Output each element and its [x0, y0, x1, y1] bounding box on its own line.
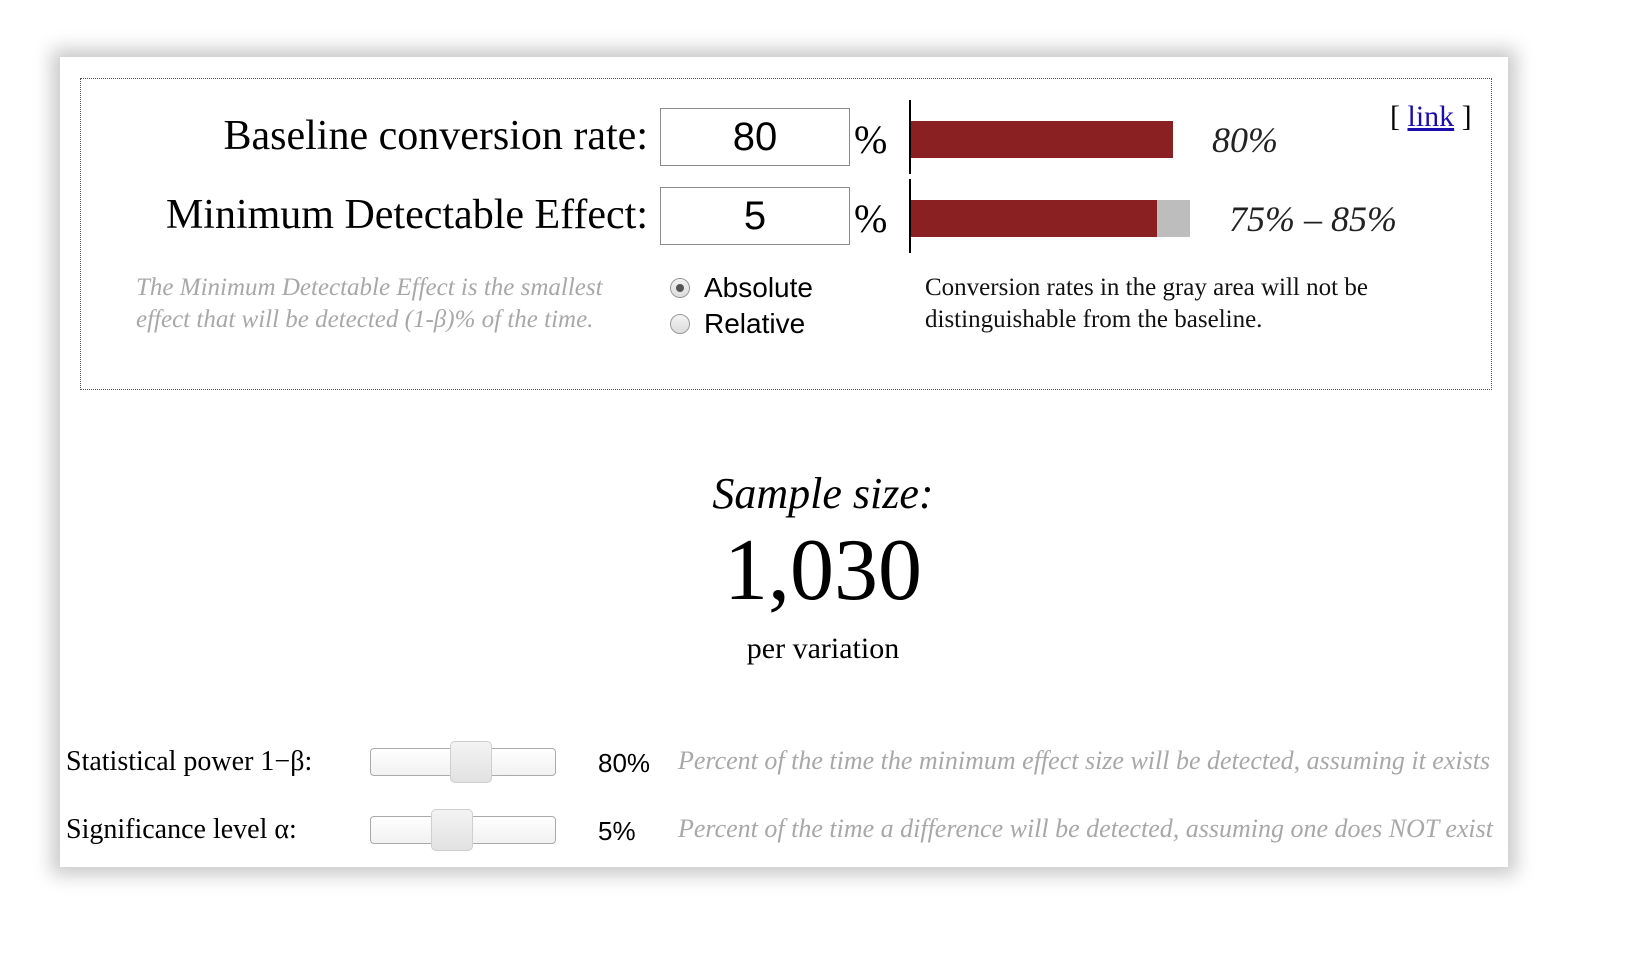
gray-area-note-line-1: Conversion rates in the gray area will n…	[925, 274, 1368, 301]
link-open-bracket: [	[1390, 100, 1400, 133]
permalink: [ link ]	[1390, 100, 1472, 134]
mde-label: Minimum Detectable Effect:	[165, 192, 648, 238]
radio-absolute-circle[interactable]	[670, 278, 690, 298]
inputs-panel	[80, 78, 1492, 390]
mde-low-bar	[911, 200, 1157, 237]
mde-input[interactable]	[660, 187, 850, 245]
mde-help-line-2: effect that will be detected (1-β)% of t…	[136, 306, 594, 333]
baseline-input[interactable]	[660, 108, 850, 166]
power-slider[interactable]	[370, 741, 556, 783]
mde-range-label: 75% – 85%	[1229, 199, 1397, 239]
power-slider-thumb[interactable]	[450, 741, 492, 783]
baseline-axis	[909, 100, 911, 174]
mde-unit: %	[854, 196, 888, 241]
significance-value: 5%	[598, 816, 636, 846]
power-value: 80%	[598, 748, 651, 778]
sample-size-value: 1,030	[724, 522, 922, 619]
significance-help: Percent of the time a difference will be…	[678, 814, 1493, 843]
radio-relative[interactable]: Relative	[670, 308, 805, 340]
mde-help: The Minimum Detectable Effect is the sma…	[136, 272, 603, 336]
mde-help-line-1: The Minimum Detectable Effect is the sma…	[136, 274, 603, 301]
sample-size-title: Sample size:	[712, 469, 934, 518]
baseline-label: Baseline conversion rate:	[223, 113, 648, 159]
baseline-bar	[911, 121, 1173, 158]
gray-area-note-line-2: distinguishable from the baseline.	[925, 306, 1263, 333]
radio-relative-circle[interactable]	[670, 314, 690, 334]
radio-relative-label: Relative	[704, 308, 806, 339]
significance-slider[interactable]	[370, 809, 556, 851]
radio-absolute[interactable]: Absolute	[670, 272, 813, 304]
power-label: Statistical power 1−β:	[66, 746, 313, 777]
link-close-bracket: ]	[1461, 100, 1472, 133]
significance-slider-thumb[interactable]	[431, 809, 473, 851]
baseline-unit: %	[854, 117, 888, 162]
mde-axis	[909, 179, 911, 253]
baseline-bar-label: 80%	[1212, 120, 1278, 160]
gray-area-note: Conversion rates in the gray area will n…	[925, 272, 1368, 336]
power-help: Percent of the time the minimum effect s…	[678, 746, 1491, 775]
radio-absolute-label: Absolute	[704, 272, 813, 303]
link-anchor[interactable]: link	[1407, 100, 1455, 133]
sample-size-unit: per variation	[746, 632, 900, 665]
significance-label: Significance level α:	[66, 814, 297, 845]
